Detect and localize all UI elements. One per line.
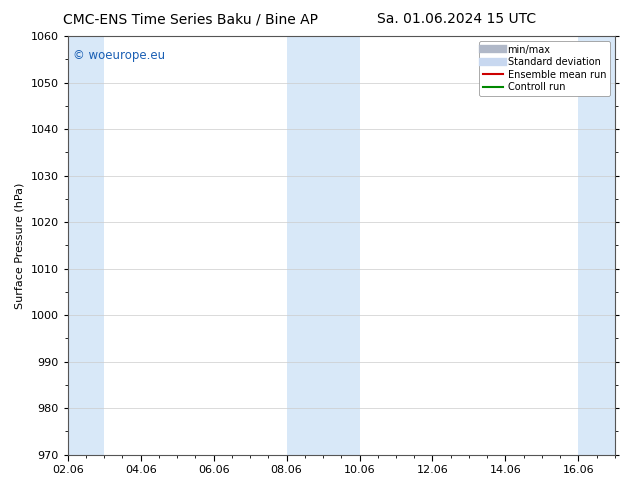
Text: Sa. 01.06.2024 15 UTC: Sa. 01.06.2024 15 UTC [377, 12, 536, 26]
Bar [287, 36, 359, 455]
Text: CMC-ENS Time Series Baku / Bine AP: CMC-ENS Time Series Baku / Bine AP [63, 12, 318, 26]
Text: © woeurope.eu: © woeurope.eu [73, 49, 165, 62]
Bar [68, 36, 104, 455]
Legend: min/max, Standard deviation, Ensemble mean run, Controll run: min/max, Standard deviation, Ensemble me… [479, 41, 610, 96]
Bar [578, 36, 615, 455]
Y-axis label: Surface Pressure (hPa): Surface Pressure (hPa) [15, 182, 25, 309]
